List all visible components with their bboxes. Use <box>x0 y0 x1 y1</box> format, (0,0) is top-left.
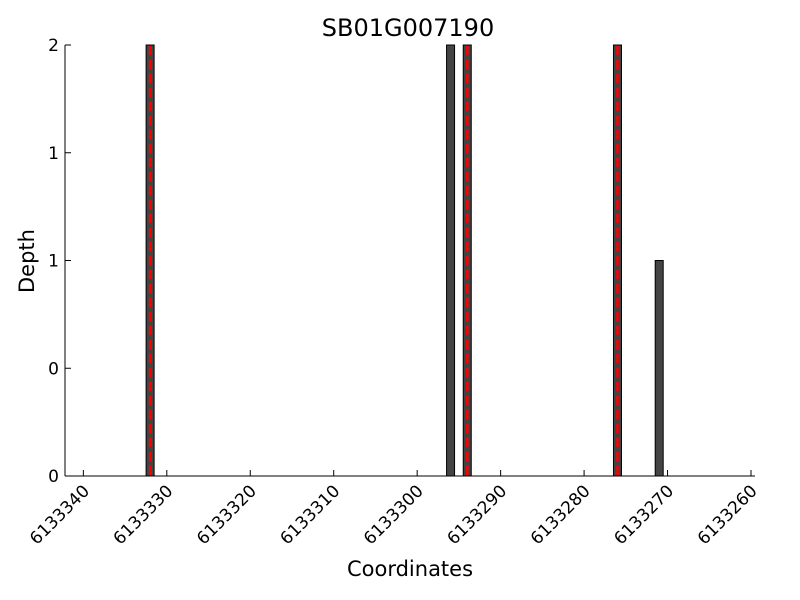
y-tick-label: 1 <box>48 252 59 272</box>
x-tick-label: 6133270 <box>610 481 678 549</box>
y-tick-label: 0 <box>48 359 59 379</box>
depth-bar-1 <box>446 44 456 477</box>
y-tick-label: 0 <box>48 467 59 487</box>
y-tick-label: 1 <box>48 144 59 164</box>
x-tick-label: 6133260 <box>694 481 762 549</box>
x-ticks: 6133340 6133330 6133320 6133310 6133300 61332… <box>26 470 762 549</box>
x-tick-label: 6133320 <box>193 481 261 549</box>
chart-title: SB01G007190 <box>322 14 494 42</box>
x-tick-label: 6133290 <box>443 481 511 549</box>
depth-bar-4 <box>654 260 664 477</box>
y-ticks: 0 0 1 1 2 <box>48 36 71 487</box>
bars-layer <box>145 44 664 477</box>
axes-layer <box>64 45 755 477</box>
x-axis-label: Coordinates <box>347 557 473 581</box>
x-tick-label: 6133310 <box>277 481 345 549</box>
x-tick-label: 6133340 <box>26 481 94 549</box>
y-tick-label: 2 <box>48 36 59 56</box>
y-axis-label: Depth <box>15 229 39 293</box>
x-tick-label: 6133300 <box>360 481 428 549</box>
x-tick-label: 6133280 <box>527 481 595 549</box>
x-tick-label: 6133330 <box>110 481 178 549</box>
